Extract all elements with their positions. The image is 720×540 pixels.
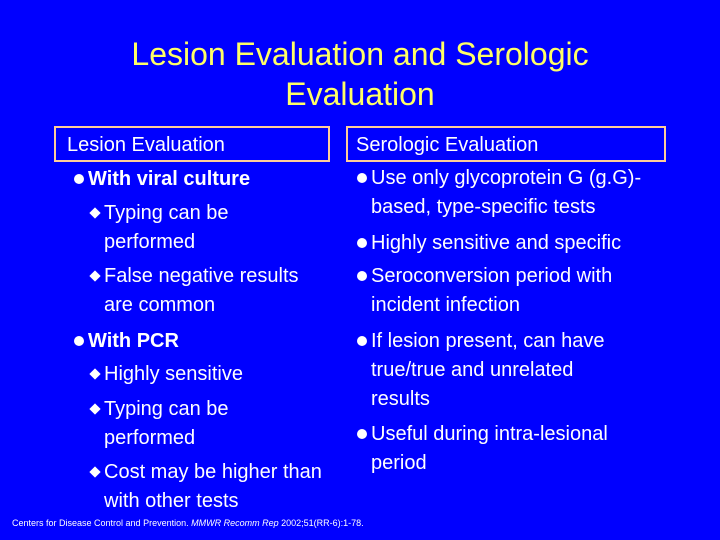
list-item: performed bbox=[104, 427, 196, 449]
bullet-diamond-icon bbox=[89, 403, 101, 415]
title-line-1: Lesion Evaluation and Serologic bbox=[131, 36, 589, 72]
bullet-diamond-icon bbox=[89, 466, 101, 478]
list-item: incident infection bbox=[371, 294, 520, 316]
bullet-diamond-icon bbox=[89, 368, 101, 380]
citation-suffix: 2002;51(RR-6):1-78. bbox=[278, 518, 364, 528]
left-header: Lesion Evaluation bbox=[67, 134, 225, 156]
list-item: results bbox=[371, 388, 430, 410]
right-header-box bbox=[346, 126, 666, 162]
bullet-circle-icon bbox=[357, 429, 367, 439]
bullet-diamond-icon bbox=[89, 207, 101, 219]
bullet-circle-icon bbox=[357, 336, 367, 346]
bullet-circle-icon bbox=[74, 336, 84, 346]
list-item: Highly sensitive bbox=[104, 363, 243, 385]
list-item: with other tests bbox=[104, 490, 239, 512]
list-item: Use only glycoprotein G (g.G)- bbox=[371, 167, 642, 189]
citation: Centers for Disease Control and Preventi… bbox=[12, 518, 364, 529]
list-item: based, type-specific tests bbox=[371, 196, 596, 218]
right-header: Serologic Evaluation bbox=[356, 134, 539, 156]
list-item: Highly sensitive and specific bbox=[371, 232, 622, 254]
list-item: Seroconversion period with bbox=[371, 265, 613, 287]
list-item: With viral culture bbox=[88, 168, 251, 190]
bullet-circle-icon bbox=[74, 174, 84, 184]
list-item: Typing can be bbox=[104, 398, 229, 420]
citation-prefix: Centers for Disease Control and Preventi… bbox=[12, 518, 192, 528]
list-item: False negative results bbox=[104, 265, 299, 287]
bullet-circle-icon bbox=[357, 173, 367, 183]
citation-journal: MMWR Recomm Rep bbox=[191, 518, 279, 528]
list-item: Cost may be higher than bbox=[104, 461, 322, 483]
left-header-box bbox=[54, 126, 330, 162]
list-item: period bbox=[371, 452, 427, 474]
bullet-circle-icon bbox=[357, 238, 367, 248]
list-item: With PCR bbox=[88, 330, 179, 352]
bullet-diamond-icon bbox=[89, 270, 101, 282]
list-item: performed bbox=[104, 231, 196, 253]
slide-title: Lesion Evaluation and Serologic Evaluati… bbox=[0, 34, 720, 114]
list-item: If lesion present, can have bbox=[371, 330, 605, 352]
title-line-2: Evaluation bbox=[285, 76, 435, 112]
list-item: are common bbox=[104, 294, 216, 316]
bullet-circle-icon bbox=[357, 271, 367, 281]
list-item: Typing can be bbox=[104, 202, 229, 224]
list-item: true/true and unrelated bbox=[371, 359, 574, 381]
list-item: Useful during intra-lesional bbox=[371, 423, 608, 445]
